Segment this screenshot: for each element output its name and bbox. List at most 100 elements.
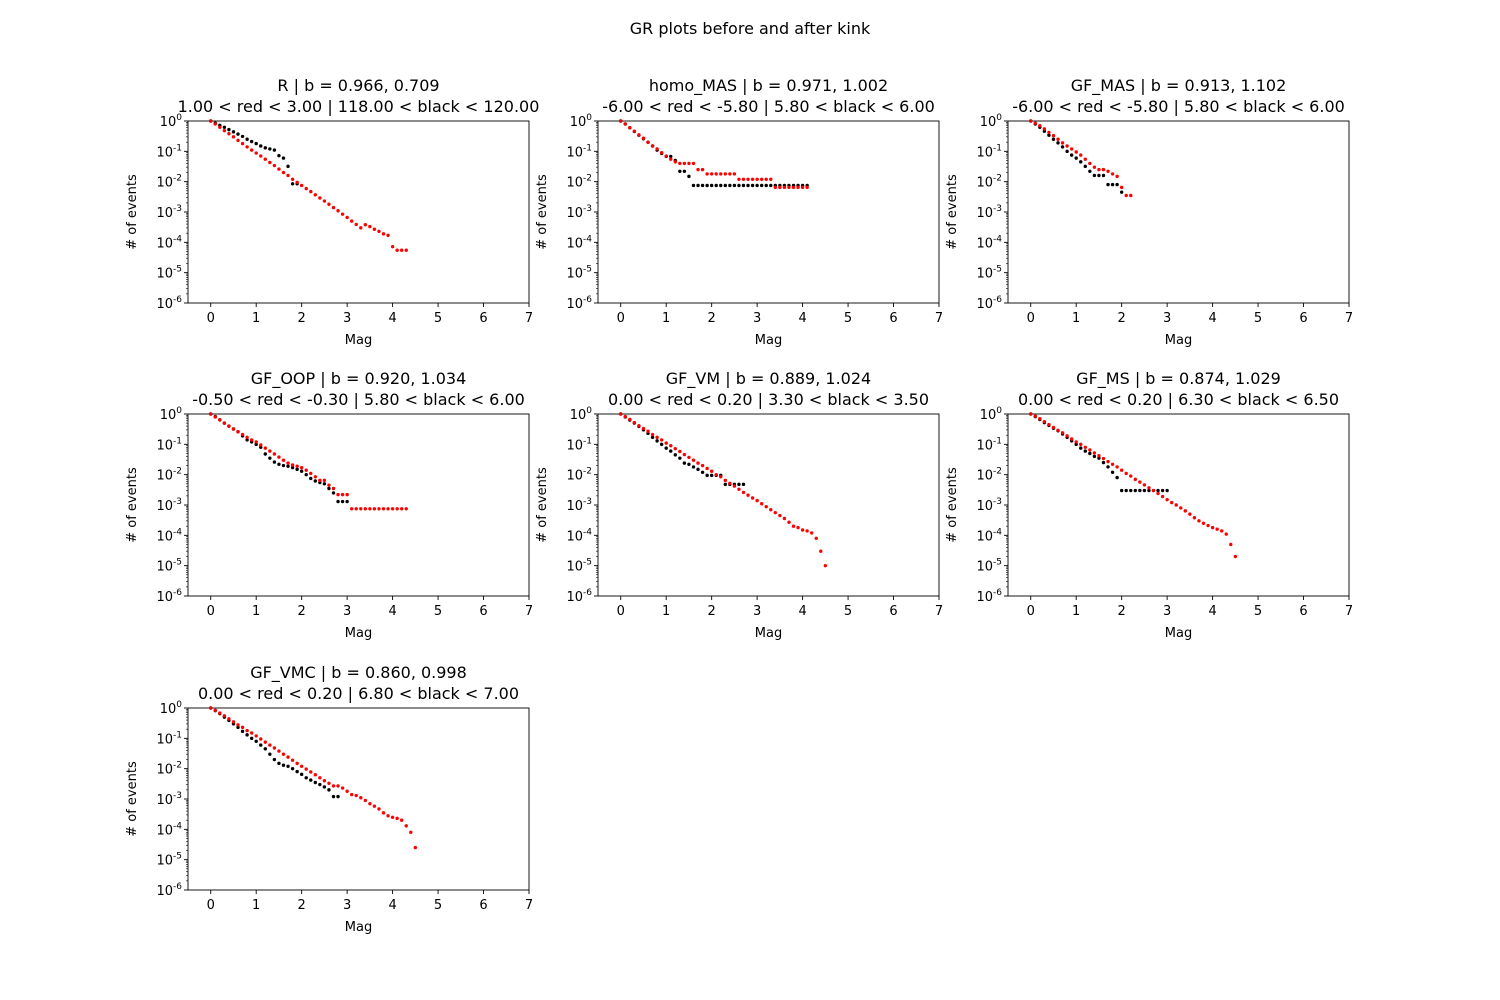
data-point-red (368, 224, 372, 229)
x-axis-label: Mag (755, 626, 782, 641)
data-point-red (637, 424, 641, 428)
data-point-red (213, 415, 217, 419)
data-point-red (796, 525, 800, 530)
data-point-red (318, 776, 322, 780)
data-point-black (696, 183, 700, 188)
data-point-black (687, 174, 691, 179)
data-point-red (263, 740, 267, 744)
data-point-red (796, 185, 800, 190)
x-tick-label: 5 (1254, 311, 1262, 326)
data-point-red (623, 122, 627, 126)
data-point-red (805, 185, 809, 190)
data-point-red (1051, 133, 1056, 138)
data-point-black (696, 467, 700, 472)
data-point-red (1056, 137, 1060, 141)
data-point-red (231, 427, 236, 431)
data-point-black (1147, 488, 1151, 493)
x-axis-label: Mag (1165, 626, 1192, 641)
data-point-red (336, 784, 340, 788)
data-point-black (1060, 145, 1065, 149)
data-point-red (368, 507, 372, 511)
data-point-black (268, 752, 272, 756)
data-point-red (732, 172, 737, 176)
data-point-red (623, 414, 627, 419)
data-point-red (245, 435, 249, 440)
data-point-red (390, 815, 395, 819)
data-point-red (209, 119, 213, 123)
data-point-black (304, 776, 308, 780)
data-point-black (327, 788, 331, 792)
data-point-red (372, 227, 377, 231)
data-point-red (231, 135, 236, 139)
x-tick-label: 7 (935, 604, 943, 619)
data-point-red (1151, 488, 1156, 493)
data-point-red (764, 504, 768, 509)
x-tick-label: 4 (388, 604, 396, 619)
data-point-black (295, 467, 299, 472)
x-tick-label: 0 (207, 898, 215, 913)
data-point-red (659, 151, 664, 155)
data-point-red (1029, 119, 1033, 123)
data-point-red (641, 136, 646, 140)
data-point-black (746, 183, 750, 188)
data-point-black (290, 766, 295, 771)
data-point-black (286, 764, 290, 768)
data-point-red (782, 516, 787, 521)
data-point-black (1056, 141, 1060, 145)
data-point-red (1219, 529, 1224, 533)
data-point-red (1079, 442, 1083, 447)
data-point-black (700, 470, 705, 474)
data-point-black (1083, 164, 1087, 169)
data-point-red (227, 132, 231, 136)
data-point-red (787, 520, 791, 524)
data-point-red (728, 172, 732, 176)
data-point-black (1088, 169, 1092, 173)
data-point-red (409, 830, 413, 834)
data-point-red (673, 446, 677, 451)
data-point-red (628, 417, 632, 422)
data-point-red (1215, 527, 1219, 531)
x-tick-label: 4 (388, 898, 396, 913)
x-tick-label: 3 (753, 311, 761, 326)
data-point-black (281, 463, 286, 468)
data-point-black (240, 729, 245, 734)
x-tick-label: 0 (617, 311, 625, 326)
data-point-black (336, 499, 340, 504)
data-point-red (213, 122, 217, 126)
data-point-red (1074, 440, 1078, 444)
data-point-black (1079, 446, 1083, 450)
data-point-red (650, 432, 655, 437)
data-point-red (327, 781, 331, 785)
data-point-black (1124, 488, 1128, 493)
data-point-black (313, 780, 318, 785)
x-tick-label: 2 (1118, 311, 1126, 326)
data-point-black (723, 482, 728, 487)
x-tick-label: 7 (1345, 604, 1353, 619)
data-point-red (778, 513, 782, 518)
data-point-red (413, 845, 418, 850)
data-point-red (263, 157, 267, 161)
data-point-black (1051, 137, 1056, 141)
data-point-red (1233, 554, 1238, 559)
data-point-red (227, 717, 231, 721)
series-red (619, 119, 809, 190)
data-point-black (1138, 488, 1142, 493)
data-point-red (1029, 412, 1033, 416)
data-point-red (1110, 172, 1115, 176)
data-point-red (322, 199, 327, 203)
data-point-red (281, 752, 286, 756)
data-point-black (272, 148, 277, 152)
data-point-red (823, 563, 828, 568)
data-point-black (719, 183, 723, 188)
data-point-red (641, 426, 646, 431)
data-point-red (381, 507, 386, 511)
data-point-red (723, 478, 728, 483)
data-point-red (359, 226, 363, 230)
x-tick-label: 6 (479, 604, 487, 619)
data-point-red (363, 223, 368, 227)
data-point-red (313, 773, 318, 777)
data-point-black (714, 183, 718, 188)
data-point-black (741, 482, 746, 487)
data-point-red (268, 449, 272, 453)
